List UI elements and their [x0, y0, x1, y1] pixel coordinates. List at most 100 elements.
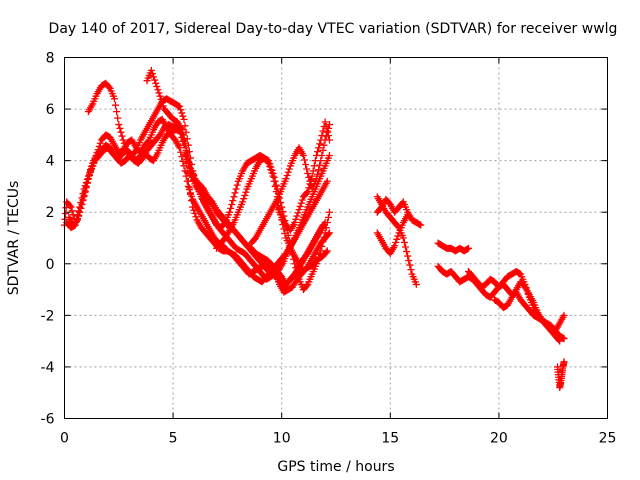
data-point-interp	[72, 217, 80, 225]
data-point-interp	[405, 257, 413, 265]
data-point-interp	[316, 140, 324, 148]
data-point-interp	[303, 189, 311, 197]
data-point-interp	[294, 209, 302, 217]
data-point-interp	[301, 156, 309, 164]
chart-title: Day 140 of 2017, Sidereal Day-to-day VTE…	[49, 21, 618, 37]
data-point	[295, 206, 303, 214]
data-point	[156, 92, 164, 100]
data-point	[308, 172, 316, 180]
data-point	[119, 136, 127, 144]
data-point	[182, 144, 190, 152]
data-point-interp	[296, 202, 304, 210]
data-point-interp	[283, 171, 291, 179]
data-point-interp	[322, 122, 330, 130]
data-point-interp	[186, 189, 194, 197]
data-point-interp	[75, 212, 83, 220]
data-point-interp	[303, 282, 311, 290]
data-point-interp	[192, 213, 200, 221]
data-point-interp	[158, 99, 166, 107]
data-point-interp	[188, 170, 196, 178]
data-point	[291, 219, 299, 227]
data-point	[312, 260, 320, 268]
data-point-interp	[315, 144, 323, 152]
y-tick-label: 8	[46, 51, 55, 67]
data-point-interp	[270, 177, 278, 185]
data-point-interp	[183, 155, 191, 163]
data-point	[230, 193, 238, 201]
data-point-interp	[185, 163, 193, 171]
data-point-interp	[264, 158, 272, 166]
data-point-interp	[394, 232, 402, 240]
data-point-interp	[113, 108, 121, 116]
data-point	[110, 95, 118, 103]
data-point-interp	[406, 261, 414, 269]
data-point-interp	[322, 248, 330, 256]
data-point-interp	[240, 195, 248, 203]
data-point-interp	[159, 102, 167, 110]
y-tick-label: -6	[41, 412, 55, 428]
data-point-interp	[79, 196, 87, 204]
data-point	[325, 208, 333, 216]
x-tick-label: 10	[273, 431, 291, 447]
data-point-interp	[66, 202, 74, 210]
data-point	[186, 167, 194, 175]
plot-frame	[64, 57, 608, 419]
y-tick-label: -4	[41, 360, 55, 376]
data-point-interp	[324, 213, 332, 221]
data-point	[265, 159, 273, 167]
data-point	[269, 172, 277, 180]
data-point-interp	[267, 166, 275, 174]
data-point-interp	[185, 186, 193, 194]
data-point-interp	[314, 148, 322, 156]
data-point-interp	[292, 215, 300, 223]
data-point	[152, 79, 160, 87]
data-point-interp	[131, 148, 139, 156]
data-point-interp	[227, 204, 235, 212]
data-point	[78, 200, 86, 208]
data-point-interp	[153, 83, 161, 91]
x-tick-label: 5	[169, 431, 178, 447]
x-tick-label: 0	[60, 431, 69, 447]
data-point-interp	[154, 86, 162, 94]
data-point-interp	[190, 177, 198, 185]
data-point-interp	[303, 165, 311, 173]
data-point	[184, 182, 192, 190]
data-point-interp	[271, 182, 279, 190]
data-point	[299, 151, 307, 159]
data-point	[412, 280, 420, 288]
data-point-interp	[184, 159, 192, 167]
data-point-interp	[407, 266, 415, 274]
data-point-interp	[148, 70, 156, 78]
data-point-interp	[293, 212, 301, 220]
data-point-interp	[118, 132, 126, 140]
data-point-interp	[323, 127, 331, 135]
data-point	[560, 335, 568, 343]
data-point	[74, 216, 82, 224]
data-point	[417, 221, 425, 229]
y-tick-label: -2	[41, 308, 55, 324]
data-point	[323, 177, 331, 185]
data-point	[82, 182, 90, 190]
data-point	[560, 358, 568, 366]
data-point	[304, 170, 312, 178]
data-point-interp	[228, 200, 236, 208]
data-point-interp	[188, 192, 196, 200]
data-point-interp	[281, 229, 289, 237]
data-point	[67, 203, 75, 211]
data-point-interp	[302, 161, 310, 169]
data-point-interp	[189, 173, 197, 181]
data-point-interp	[121, 142, 129, 150]
data-point	[321, 118, 329, 126]
data-point-interp	[324, 132, 332, 140]
data-point-interp	[319, 146, 327, 154]
data-point-interp	[112, 101, 120, 109]
data-point-interp	[80, 191, 88, 199]
data-point	[325, 229, 333, 237]
data-point-interp	[95, 142, 103, 150]
data-point-interp	[268, 169, 276, 177]
data-point	[404, 211, 412, 219]
data-point	[317, 136, 325, 144]
data-point-interp	[306, 180, 314, 188]
data-point-interp	[84, 175, 92, 183]
